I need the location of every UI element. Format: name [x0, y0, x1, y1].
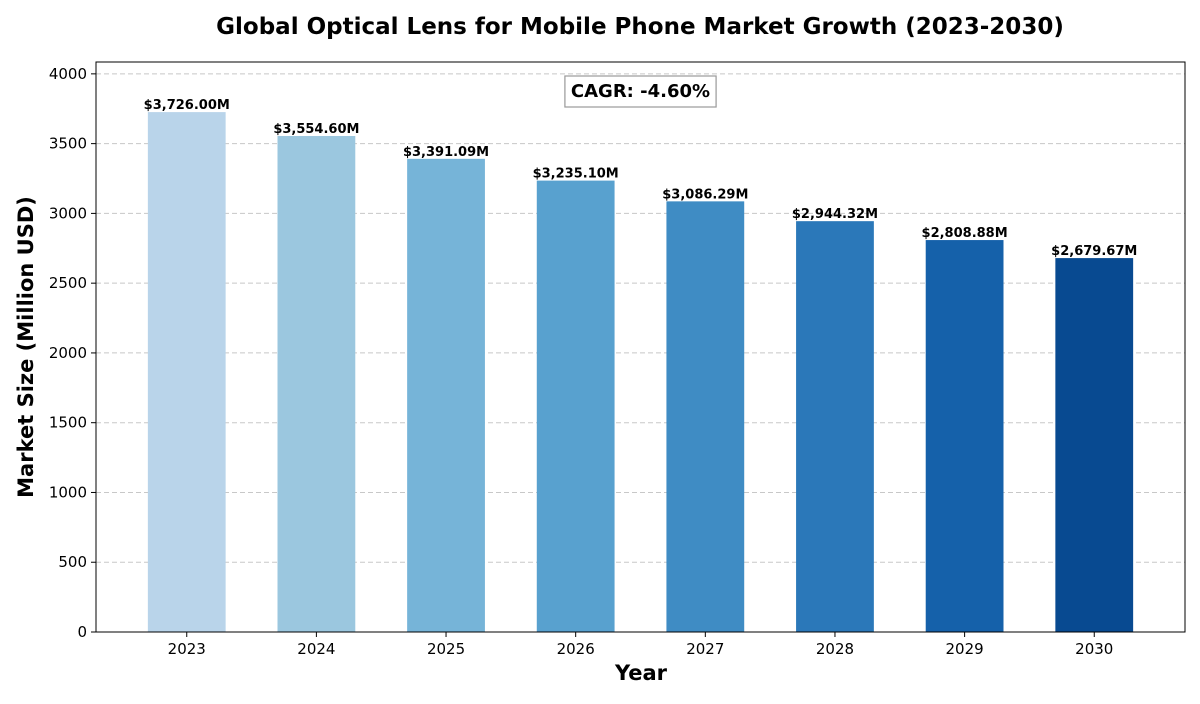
bars	[147, 112, 1134, 633]
cagr-annotation-box	[564, 75, 717, 108]
x-tick-label: 2028	[816, 640, 854, 658]
y-tick-label: 4000	[49, 65, 87, 83]
y-tick-label: 0	[77, 623, 87, 641]
data-label-2025: $3,391.09M	[403, 145, 489, 160]
y-axis-label: Market Size (Million USD)	[14, 196, 38, 498]
bar-2027	[666, 201, 745, 632]
x-axis-label: Year	[614, 661, 668, 685]
bar-2025	[407, 158, 485, 632]
data-label-2027: $3,086.29M	[662, 187, 748, 202]
data-label-2029: $2,808.88M	[922, 226, 1008, 241]
x-tick-label: 2025	[427, 640, 465, 658]
bar-2030	[1055, 258, 1134, 632]
data-labels: $3,726.00M $3,554.60M $3,391.09M $3,235.10M…	[144, 98, 1138, 259]
data-label-2024: $3,554.60M	[273, 122, 359, 137]
data-label-2023: $3,726.00M	[144, 98, 230, 113]
y-tick-label: 3000	[49, 204, 87, 222]
bar-2029	[925, 240, 1004, 632]
bar-2028	[796, 221, 874, 632]
data-label-2026: $3,235.10M	[533, 167, 619, 182]
y-tick-label: 2500	[49, 274, 87, 292]
y-axis-ticks: 0 500 1000 1500 2000 2500 3000 3500 4000	[49, 65, 96, 641]
x-tick-label: 2024	[297, 640, 335, 658]
gridlines	[96, 73, 1185, 563]
bar-2023	[147, 112, 226, 633]
y-tick-label: 500	[58, 553, 87, 571]
x-tick-label: 2026	[557, 640, 595, 658]
data-label-2028: $2,944.32M	[792, 207, 878, 222]
y-tick-label: 3500	[49, 135, 87, 153]
x-axis-ticks: 2023 2024 2025 2026 2027 2028 2029 2030	[168, 632, 1113, 658]
x-tick-label: 2023	[168, 640, 206, 658]
bar-2024	[277, 136, 356, 632]
cagr-annotation: CAGR: -4.60%	[564, 75, 717, 108]
y-tick-label: 1500	[49, 414, 87, 432]
x-tick-label: 2030	[1075, 640, 1113, 658]
y-tick-label: 1000	[49, 483, 87, 501]
x-tick-label: 2029	[946, 640, 984, 658]
cagr-annotation-text: CAGR: -4.60%	[571, 81, 710, 102]
plot-frame	[95, 61, 1186, 633]
x-tick-label: 2027	[686, 640, 724, 658]
bar-2026	[536, 180, 615, 632]
data-label-2030: $2,679.67M	[1051, 244, 1137, 259]
y-tick-label: 2000	[49, 344, 87, 362]
chart-title: Global Optical Lens for Mobile Phone Mar…	[216, 14, 1064, 40]
